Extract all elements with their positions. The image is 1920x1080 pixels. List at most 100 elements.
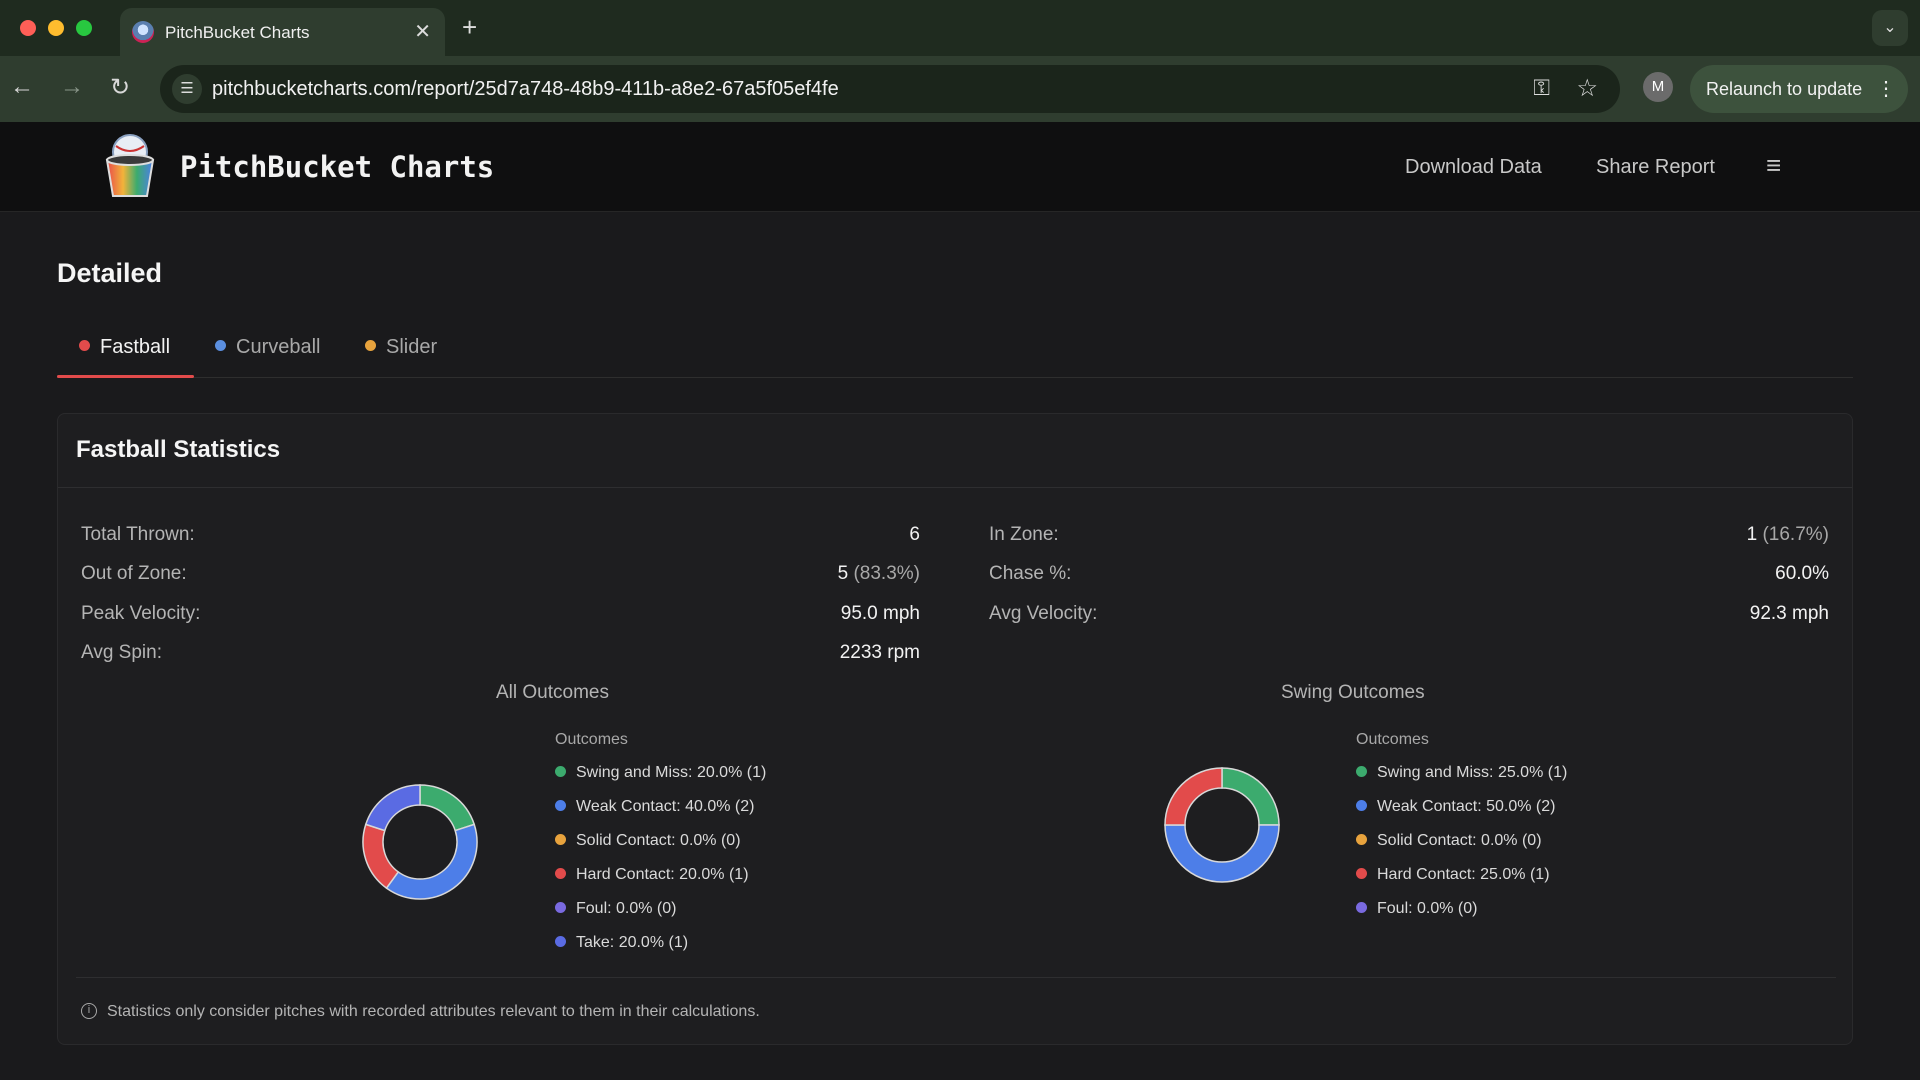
legend-label: Solid Contact: 0.0% (0)	[576, 832, 741, 849]
all-outcomes-donut-chart[interactable]	[360, 782, 480, 902]
legend-label: Foul: 0.0% (0)	[576, 900, 677, 917]
donut-slice-3[interactable]	[1164, 767, 1223, 826]
legend-label: Swing and Miss: 25.0% (1)	[1377, 764, 1568, 781]
info-icon: i	[81, 1003, 97, 1019]
new-tab-button[interactable]: +	[462, 12, 478, 42]
back-arrow-icon[interactable]: ←	[10, 73, 34, 100]
legend-item[interactable]: Foul: 0.0% (0)	[1356, 900, 1477, 918]
legend-item[interactable]: Weak Contact: 40.0% (2)	[555, 798, 754, 816]
avg-velocity-value: 92.3 mph	[1749, 603, 1829, 624]
statistics-footnote: Statistics only consider pitches with re…	[107, 1003, 760, 1020]
legend-dot-icon	[555, 902, 566, 913]
legend-dot-icon	[555, 766, 566, 777]
maximize-window-button[interactable]	[76, 20, 92, 36]
hamburger-menu-icon[interactable]: ≡	[1766, 150, 1782, 180]
fastball-dot-icon	[79, 340, 90, 351]
favicon-icon	[132, 21, 154, 43]
legend-label: Hard Contact: 25.0% (1)	[1377, 866, 1550, 883]
close-window-button[interactable]	[20, 20, 36, 36]
legend-dot-icon	[1356, 902, 1367, 913]
out-of-zone-count: 5	[837, 563, 849, 584]
legend-dot-icon	[555, 868, 566, 879]
legend-dot-icon	[1356, 800, 1367, 811]
tab-label: Slider	[386, 336, 438, 358]
legend-label: Solid Contact: 0.0% (0)	[1377, 832, 1542, 849]
all-outcomes-legend: Swing and Miss: 20.0% (1) Weak Contact: 4…	[555, 764, 855, 964]
minimize-window-button[interactable]	[48, 20, 64, 36]
browser-toolbar: ← → ↻ ☰ pitchbucketcharts.com/report/25d…	[0, 56, 1920, 122]
legend-dot-icon	[1356, 834, 1367, 845]
more-options-icon[interactable]: ⋮	[1876, 78, 1896, 100]
brand-name[interactable]: PitchBucket Charts	[180, 150, 495, 184]
browser-tab-bar: PitchBucket Charts ✕ + ⌄	[0, 0, 1920, 56]
legend-label: Take: 20.0% (1)	[576, 934, 689, 951]
legend-label: Swing and Miss: 20.0% (1)	[576, 764, 767, 781]
donut-slice-0[interactable]	[419, 784, 476, 832]
in-zone-count: 1	[1746, 524, 1758, 545]
tab-search-chevron-down-icon[interactable]: ⌄	[1872, 10, 1908, 46]
legend-label: Weak Contact: 40.0% (2)	[576, 798, 755, 815]
out-of-zone-label: Out of Zone:	[81, 563, 187, 584]
swing-outcomes-legend-title: Outcomes	[1356, 731, 1429, 748]
profile-avatar[interactable]: M	[1643, 72, 1673, 102]
reload-icon[interactable]: ↻	[110, 74, 131, 101]
tab-close-icon[interactable]: ✕	[414, 21, 431, 43]
avg-spin-value: 2233 rpm	[839, 642, 920, 663]
swing-outcomes-legend: Swing and Miss: 25.0% (1) Weak Contact: 5…	[1356, 764, 1656, 964]
section-title: Detailed	[57, 258, 163, 288]
legend-item[interactable]: Solid Contact: 0.0% (0)	[555, 832, 741, 850]
bookmark-star-icon[interactable]: ☆	[1576, 75, 1598, 102]
swing-outcomes-donut-chart[interactable]	[1162, 765, 1282, 885]
legend-item[interactable]: Weak Contact: 50.0% (2)	[1356, 798, 1555, 816]
out-of-zone-value: 5 (83.3%)	[838, 563, 920, 585]
total-thrown-value: 6	[909, 524, 920, 545]
avg-spin-label: Avg Spin:	[81, 642, 162, 663]
donut-slice-1[interactable]	[385, 823, 478, 900]
tab-label: Curveball	[236, 336, 321, 358]
chase-value: 60.0%	[1775, 563, 1829, 584]
legend-label: Weak Contact: 50.0% (2)	[1377, 798, 1556, 815]
address-bar[interactable]: ☰ pitchbucketcharts.com/report/25d7a748-…	[160, 65, 1620, 113]
legend-item[interactable]: Foul: 0.0% (0)	[555, 900, 676, 918]
tab-fastball[interactable]: Fastball	[79, 336, 170, 378]
legend-item[interactable]: Swing and Miss: 25.0% (1)	[1356, 764, 1567, 782]
out-of-zone-pct: (83.3%)	[853, 563, 920, 584]
active-tab-underline	[57, 375, 194, 378]
download-data-link[interactable]: Download Data	[1405, 156, 1542, 178]
url-text[interactable]: pitchbucketcharts.com/report/25d7a748-48…	[212, 78, 839, 100]
total-thrown-label: Total Thrown:	[81, 524, 195, 545]
forward-arrow-icon[interactable]: →	[60, 73, 84, 100]
swing-outcomes-chart-title: Swing Outcomes	[1281, 682, 1425, 703]
all-outcomes-chart-title: All Outcomes	[496, 682, 609, 703]
password-key-icon[interactable]: ⚿	[1533, 75, 1550, 100]
donut-slice-5[interactable]	[364, 784, 421, 832]
fastball-statistics-card: Fastball Statistics Total Thrown: 6 Out …	[57, 413, 1853, 1045]
browser-tab[interactable]: PitchBucket Charts ✕	[120, 8, 445, 56]
legend-item[interactable]: Hard Contact: 25.0% (1)	[1356, 866, 1550, 884]
legend-item[interactable]: Swing and Miss: 20.0% (1)	[555, 764, 766, 782]
legend-dot-icon	[555, 936, 566, 947]
tab-slider[interactable]: Slider	[365, 336, 437, 378]
relaunch-button[interactable]: Relaunch to update ⋮	[1690, 65, 1908, 113]
all-outcomes-legend-title: Outcomes	[555, 731, 628, 748]
donut-slice-1[interactable]	[1164, 824, 1280, 883]
tab-curveball[interactable]: Curveball	[215, 336, 320, 378]
legend-dot-icon	[1356, 868, 1367, 879]
app-header: PitchBucket Charts Download Data Share R…	[0, 122, 1920, 212]
share-report-link[interactable]: Share Report	[1596, 156, 1715, 178]
legend-item[interactable]: Take: 20.0% (1)	[555, 934, 688, 952]
slider-dot-icon	[365, 340, 376, 351]
in-zone-pct: (16.7%)	[1762, 524, 1829, 545]
legend-item[interactable]: Hard Contact: 20.0% (1)	[555, 866, 749, 884]
donut-slice-0[interactable]	[1221, 767, 1280, 826]
peak-velocity-label: Peak Velocity:	[81, 603, 201, 624]
pitchbucket-logo-icon[interactable]	[100, 132, 160, 200]
relaunch-label: Relaunch to update	[1706, 79, 1863, 99]
curveball-dot-icon	[215, 340, 226, 351]
legend-item[interactable]: Solid Contact: 0.0% (0)	[1356, 832, 1542, 850]
in-zone-label: In Zone:	[989, 524, 1059, 545]
in-zone-value: 1 (16.7%)	[1747, 524, 1829, 546]
site-info-icon[interactable]: ☰	[172, 74, 202, 104]
donut-slice-3[interactable]	[362, 823, 400, 890]
chase-label: Chase %:	[989, 563, 1072, 584]
